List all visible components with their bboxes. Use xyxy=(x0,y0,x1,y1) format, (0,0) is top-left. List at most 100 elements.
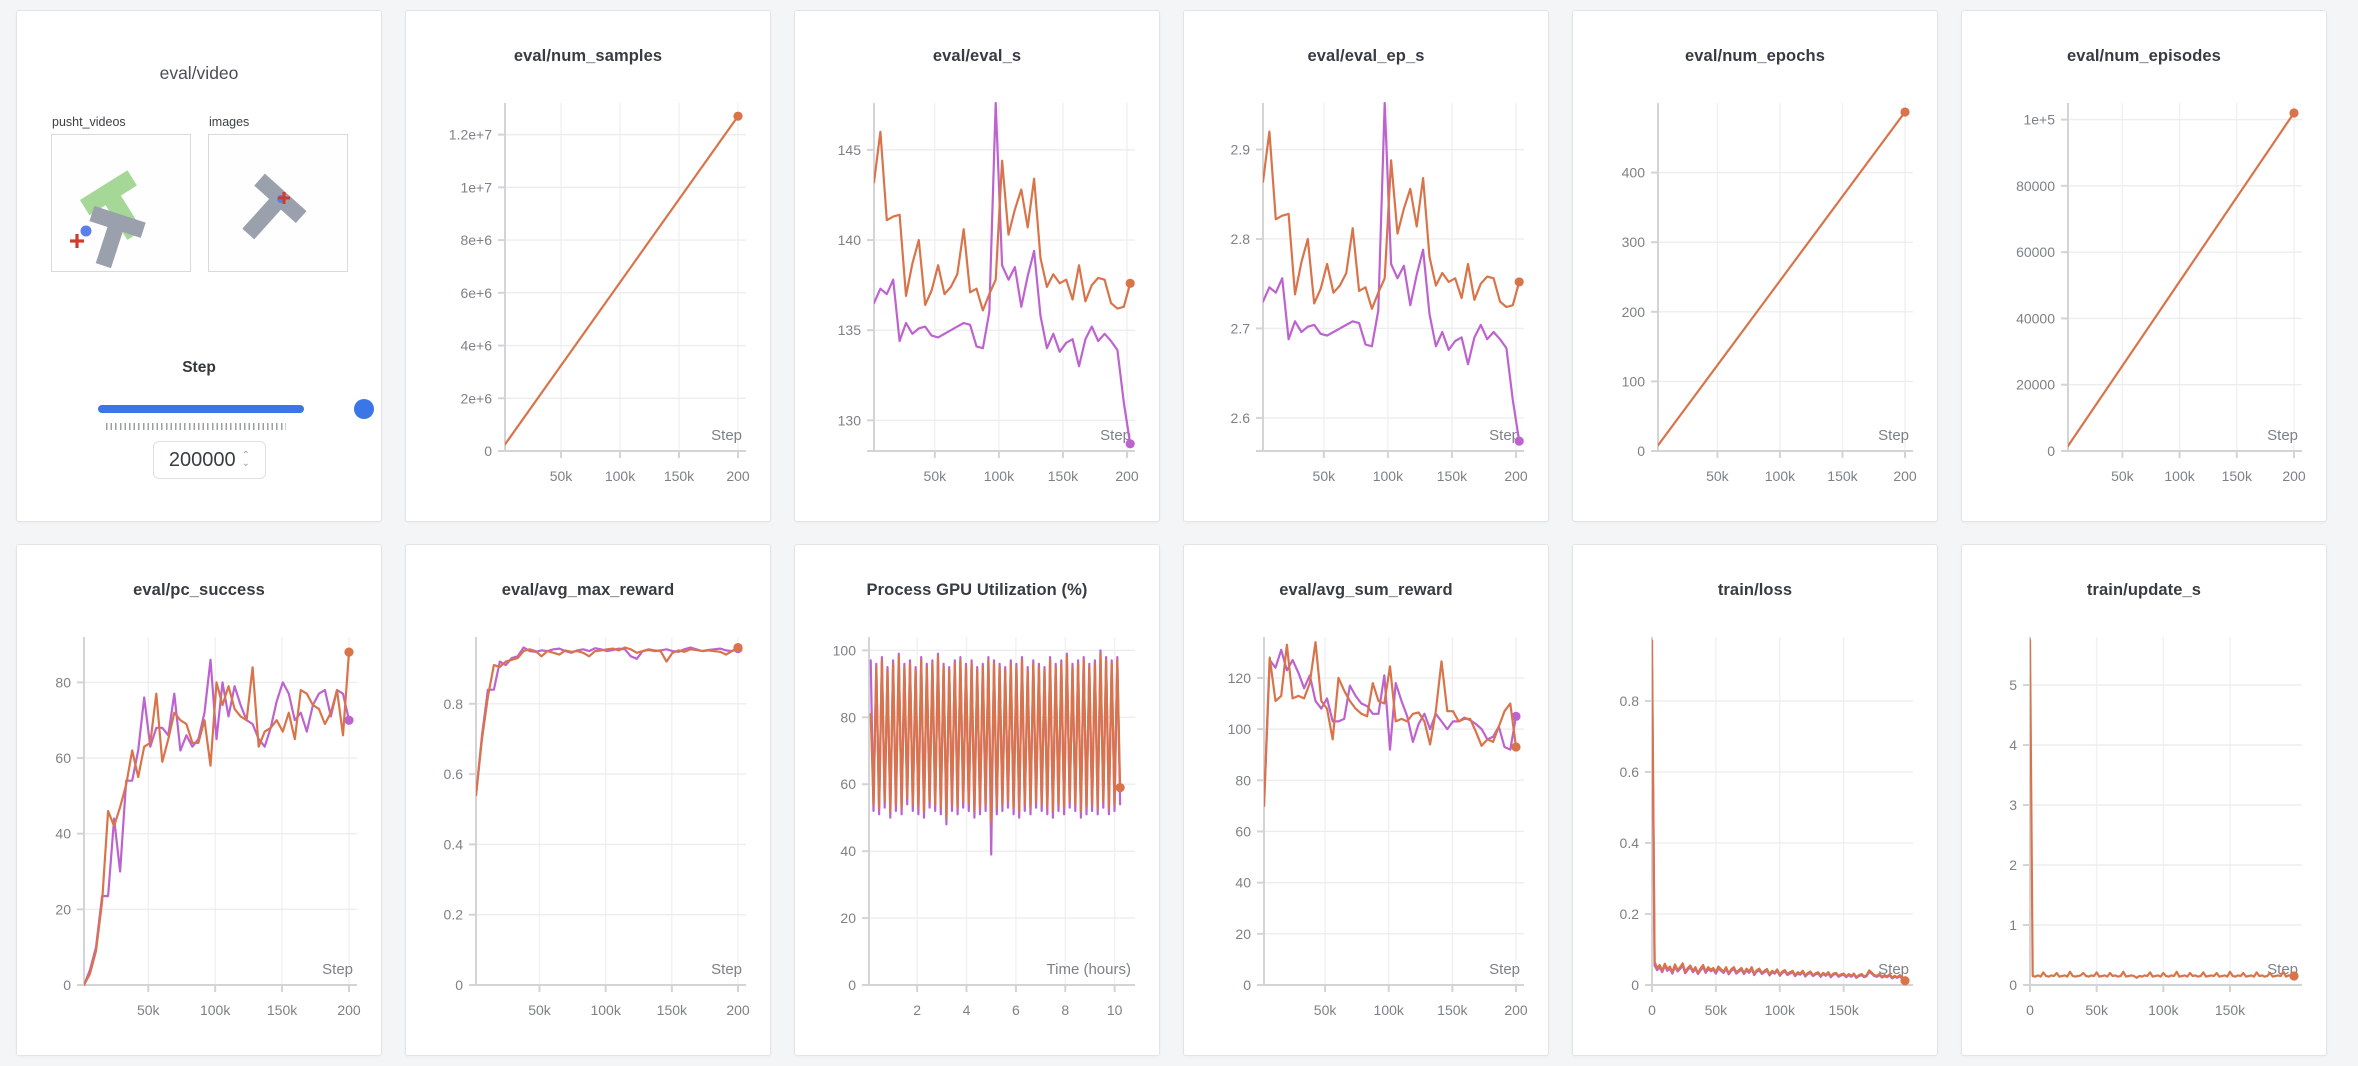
x-tick-label: 150k xyxy=(657,1002,688,1018)
y-tick-label: 60 xyxy=(55,750,71,766)
step-up-icon: ⌃ xyxy=(241,450,251,461)
chart-panel[interactable]: eval/num_episodes 0 20000 40000 60000 80000 1e… xyxy=(1961,10,2327,522)
series-line-orange xyxy=(2030,638,2296,979)
chart-canvas: 0 20 40 60 80 50k 100k 150k 200 Step xyxy=(55,637,361,1018)
chart-title: eval/avg_max_reward xyxy=(501,581,675,599)
y-tick-label: 1.2e+7 xyxy=(449,127,492,143)
pusht-video-thumbnail[interactable] xyxy=(51,134,191,272)
chart-panel[interactable]: eval/eval_ep_s 2.6 2.7 2.8 2.9 50k 100k 150k 200… xyxy=(1183,10,1549,522)
x-tick-label: 150k xyxy=(664,468,695,484)
y-tick-label: 0.8 xyxy=(1620,693,1640,709)
x-tick-label: 200 xyxy=(1115,468,1139,484)
chart-panel[interactable]: eval/avg_max_reward 0 0.2 0.4 0.6 0.8 50k 100k 1… xyxy=(405,544,771,1056)
images-thumbnail[interactable] xyxy=(208,134,348,272)
x-axis-label: Step xyxy=(322,961,353,978)
chart-canvas: 0 100 200 300 400 50k 100k 150k 200 Step xyxy=(1622,103,1917,484)
x-tick-label: 50k xyxy=(528,1002,552,1018)
x-tick-label: 100k xyxy=(590,1002,621,1018)
x-tick-label: 50k xyxy=(550,468,574,484)
y-tick-label: 0.2 xyxy=(444,907,464,923)
y-tick-label: 8e+6 xyxy=(460,232,492,248)
x-tick-label: 200 xyxy=(726,1002,750,1018)
slider-track[interactable] xyxy=(98,405,304,413)
step-slider-label: Step xyxy=(182,359,216,376)
chart-canvas: 0 20 40 60 80 100 120 50k 100k 150k 200 Step xyxy=(1228,637,1528,1018)
x-tick-label: 100k xyxy=(984,468,1015,484)
y-tick-label: 20 xyxy=(840,910,856,926)
chart-title: Process GPU Utilization (%) xyxy=(866,581,1088,599)
y-tick-label: 135 xyxy=(838,322,862,338)
y-tick-label: 4 xyxy=(2009,737,2017,753)
x-tick-label: 2 xyxy=(913,1002,921,1018)
chart-panel[interactable]: train/loss 0 0.2 0.4 0.6 0.8 0 50k 100k 150k Step xyxy=(1572,544,1938,1056)
chart-panel[interactable]: eval/avg_sum_reward 0 20 40 60 80 100 120 50k 100… xyxy=(1183,544,1549,1056)
y-tick-label: 130 xyxy=(838,412,862,428)
x-tick-label: 100k xyxy=(1374,1002,1405,1018)
chart-canvas: 0 20 40 60 80 100 2 4 6 8 10 Time (hours) xyxy=(833,637,1135,1018)
x-tick-label: 200 xyxy=(2282,468,2306,484)
step-slider[interactable] xyxy=(98,395,374,423)
y-tick-label: 20000 xyxy=(2016,377,2055,393)
media-panel[interactable]: eval/video pusht_videos xyxy=(16,10,382,522)
x-tick-label: 50k xyxy=(137,1002,161,1018)
chart-panel[interactable]: eval/num_samples 0 2e+6 4e+6 6e+6 8e+6 1e+7 1.2… xyxy=(405,10,771,522)
y-tick-label: 300 xyxy=(1622,234,1646,250)
series-line-purple xyxy=(84,658,351,986)
chart-panel[interactable]: eval/pc_success 0 20 40 60 80 50k 100k 150k 200 St… xyxy=(16,544,382,1056)
series-line-orange xyxy=(1652,639,1907,982)
x-tick-label: 150k xyxy=(1827,468,1858,484)
series-end-dot xyxy=(733,642,743,653)
x-tick-label: 200 xyxy=(1504,468,1528,484)
y-tick-label: 0.4 xyxy=(444,836,464,852)
chart-canvas: 130 135 140 145 50k 100k 150k 200 Step xyxy=(838,102,1139,484)
x-tick-label: 200 xyxy=(726,468,750,484)
x-axis-label: Step xyxy=(1100,427,1131,444)
y-tick-label: 40 xyxy=(1235,875,1251,891)
chart-panel[interactable]: Process GPU Utilization (%) 0 20 40 60 80 100 2… xyxy=(794,544,1160,1056)
media-item-pusht-videos[interactable]: pusht_videos xyxy=(51,115,191,272)
x-tick-label: 50k xyxy=(924,468,948,484)
media-item-images[interactable]: images xyxy=(208,115,348,272)
x-tick-label: 200 xyxy=(1893,468,1917,484)
y-tick-label: 2.8 xyxy=(1231,231,1251,247)
y-tick-label: 60 xyxy=(1235,823,1251,839)
chart-title: eval/num_epochs xyxy=(1685,47,1825,65)
y-tick-label: 60 xyxy=(840,776,856,792)
x-tick-label: 200 xyxy=(337,1002,361,1018)
chart-title: train/update_s xyxy=(2086,581,2202,599)
chart-panel[interactable]: eval/eval_s 130 135 140 145 50k 100k 150k 200 Ste… xyxy=(794,10,1160,522)
series-line-purple xyxy=(476,646,740,797)
y-tick-label: 4e+6 xyxy=(460,338,492,354)
x-axis-label: Step xyxy=(2267,427,2298,444)
x-axis-label: Step xyxy=(1878,427,1909,444)
x-axis-label: Step xyxy=(711,961,742,978)
x-tick-label: 150k xyxy=(2222,468,2253,484)
series-end-dot xyxy=(1900,107,1910,117)
slider-thumb[interactable] xyxy=(354,399,374,419)
y-tick-label: 1e+7 xyxy=(460,179,492,195)
step-value: 200000 xyxy=(168,448,236,471)
y-tick-label: 145 xyxy=(838,142,862,158)
stepper-arrows[interactable]: ⌃ ⌄ xyxy=(241,450,251,469)
chart-panel[interactable]: train/update_s 0 1 2 3 4 5 0 50k 100k 150k Step xyxy=(1961,544,2327,1056)
agent-dot xyxy=(80,225,92,237)
chart-panel[interactable]: eval/num_epochs 0 100 200 300 400 50k 100k 150k 2… xyxy=(1572,10,1938,522)
series-end-dot xyxy=(1511,711,1521,721)
x-tick-label: 100k xyxy=(1765,1002,1796,1018)
step-input[interactable]: 200000 ⌃ ⌄ xyxy=(153,441,266,479)
pusht-scene-video xyxy=(70,170,146,269)
series-end-dot xyxy=(2289,108,2299,118)
y-tick-label: 2.6 xyxy=(1231,410,1251,426)
y-tick-label: 0 xyxy=(848,977,856,993)
x-tick-label: 50k xyxy=(2085,1002,2109,1018)
goal-cross-icon xyxy=(70,234,84,248)
chart-canvas: 0 0.2 0.4 0.6 0.8 0 50k 100k 150k Step xyxy=(1620,637,1913,1018)
media-caption: pusht_videos xyxy=(52,115,126,129)
y-tick-label: 2.7 xyxy=(1231,320,1251,336)
y-tick-label: 0 xyxy=(63,977,71,993)
chart-canvas: 0 2e+6 4e+6 6e+6 8e+6 1e+7 1.2e+7 50k 100k 150k 20… xyxy=(449,103,750,484)
series-line-orange xyxy=(2068,111,2296,448)
y-tick-label: 0.8 xyxy=(444,696,464,712)
x-tick-label: 50k xyxy=(2111,468,2135,484)
